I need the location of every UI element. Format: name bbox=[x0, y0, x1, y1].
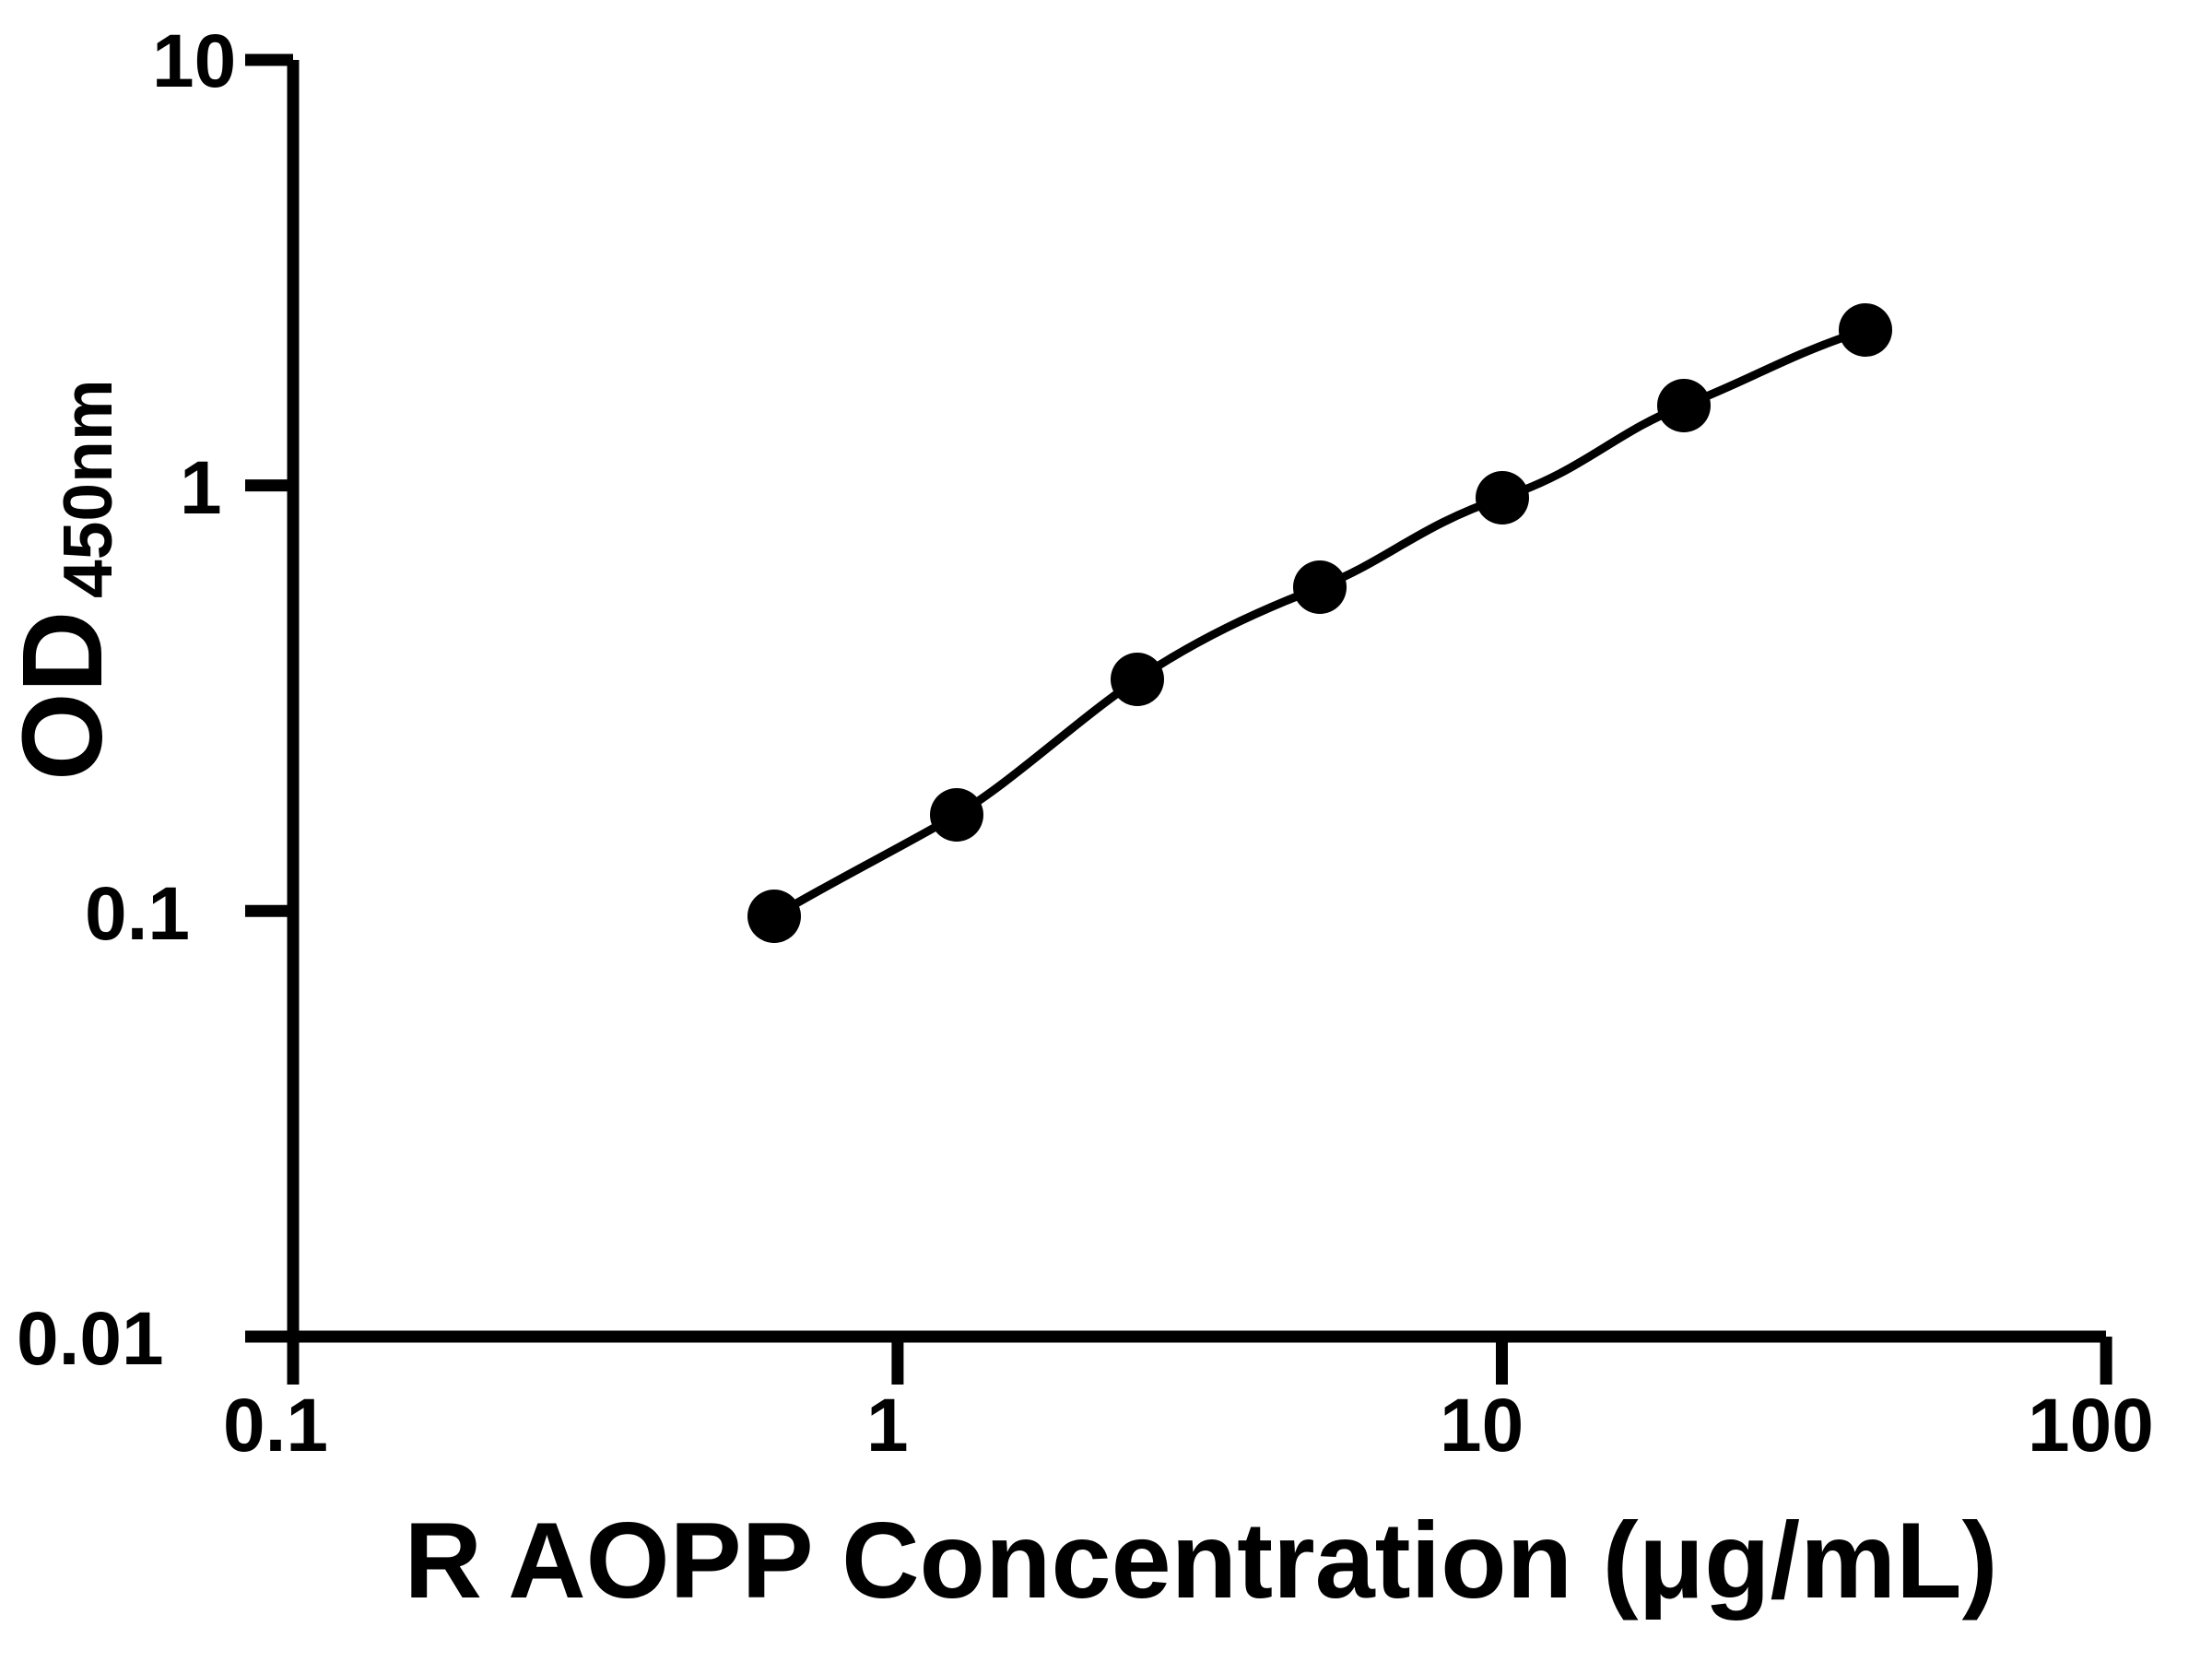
svg-text:OD: OD bbox=[0, 611, 126, 782]
svg-text:450nm: 450nm bbox=[49, 379, 126, 598]
